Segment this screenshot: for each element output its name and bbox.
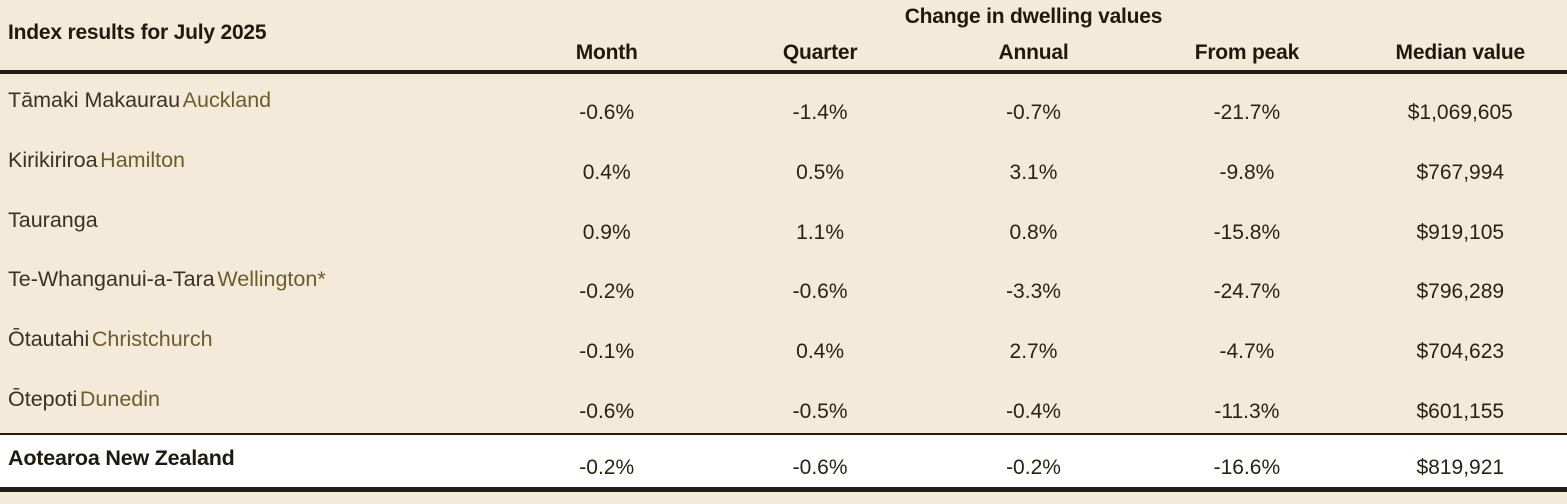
total-row-label: Aotearoa New Zealand [8, 446, 235, 470]
cell-annual: 3.1% [1009, 160, 1058, 184]
cell-median-value: $601,155 [1416, 400, 1505, 424]
cell-quarter: 1.1% [796, 220, 845, 244]
table-row: Tauranga 0.9% 1.1% 0.8% -15.8% $919,105 [0, 194, 1567, 254]
row-label: Ōtepoti Dunedin [0, 373, 500, 433]
cell-month: -0.6% [579, 101, 635, 124]
column-header-from-peak: From peak [1194, 41, 1300, 64]
cell-quarter: -0.5% [792, 400, 848, 424]
cell-median-value: $1,069,605 [1407, 101, 1513, 124]
row-label-maori: Tauranga [8, 207, 98, 232]
row-label: Kirikiriroa Hamilton [0, 134, 500, 194]
table-body: Tāmaki Makaurau Auckland -0.6% -1.4% -0.7… [0, 74, 1567, 433]
cell-median-value: $919,105 [1416, 220, 1505, 244]
table-row: Ōtepoti Dunedin -0.6% -0.5% -0.4% -11.3% … [0, 373, 1567, 433]
table-row: Ōtautahi Christchurch -0.1% 0.4% 2.7% -4.… [0, 313, 1567, 373]
table-row: Te-Whanganui-a-Tara Wellington* -0.2% -0.… [0, 253, 1567, 313]
cell-from-peak: -9.8% [1219, 160, 1275, 184]
row-label-english: Auckland [182, 88, 272, 112]
column-header-annual: Annual [998, 41, 1069, 64]
cell-month: 0.4% [582, 160, 631, 184]
cell-quarter: -1.4% [792, 101, 848, 124]
column-header-quarter: Quarter [782, 41, 858, 64]
table-header: Index results for July 2025 Change in dw… [0, 0, 1567, 70]
column-header-month: Month [575, 41, 638, 64]
cell-month: -0.2% [579, 280, 635, 304]
row-label-maori: Te-Whanganui-a-Tara [8, 267, 215, 292]
cell-quarter: 0.5% [796, 160, 845, 184]
total-row: Aotearoa New Zealand -0.2% -0.6% -0.2% -… [0, 435, 1567, 487]
table-row: Kirikiriroa Hamilton 0.4% 0.5% 3.1% -9.8%… [0, 134, 1567, 194]
row-label: Te-Whanganui-a-Tara Wellington* [0, 253, 500, 313]
cell-annual: 0.8% [1009, 220, 1058, 244]
total-divider-top [0, 433, 1567, 435]
row-label-english: Dunedin [79, 387, 160, 412]
table-row: Tāmaki Makaurau Auckland -0.6% -1.4% -0.7… [0, 74, 1567, 134]
cell-from-peak: -11.3% [1214, 400, 1280, 424]
cell-annual: -0.2% [1006, 456, 1061, 479]
cell-median-value: $767,994 [1416, 160, 1505, 184]
cell-annual: -0.7% [1006, 101, 1061, 124]
cell-quarter: -0.6% [792, 280, 848, 304]
row-label-maori: Ōtepoti [8, 387, 78, 412]
cell-month: 0.9% [582, 220, 631, 244]
cell-median-value: $796,289 [1416, 280, 1505, 304]
row-label-maori: Kirikiriroa [8, 147, 98, 172]
row-label-english: Christchurch [91, 327, 213, 352]
cell-month: -0.1% [579, 340, 635, 364]
row-label-maori: Ōtautahi [8, 327, 90, 352]
cell-month: -0.2% [579, 456, 635, 479]
column-header-row: Month Quarter Annual From peak Median va… [0, 41, 1567, 65]
row-label-english: Wellington* [217, 267, 326, 292]
cell-from-peak: -24.7% [1213, 280, 1281, 304]
cell-month: -0.6% [579, 400, 635, 424]
bottom-border [0, 487, 1567, 492]
cell-from-peak: -21.7% [1213, 101, 1281, 124]
cell-median-value: $819,921 [1416, 456, 1505, 479]
cell-annual: 2.7% [1009, 340, 1058, 364]
row-label: Tāmaki Makaurau Auckland [0, 74, 500, 134]
group-header-change-in-dwelling-values: Change in dwelling values [904, 5, 1163, 28]
header-divider [0, 70, 1567, 74]
cell-annual: -3.3% [1006, 280, 1061, 304]
row-label: Tauranga [0, 194, 500, 254]
cell-annual: -0.4% [1006, 400, 1061, 424]
row-label-maori: Tāmaki Makaurau [8, 88, 181, 112]
column-header-spacer [0, 41, 500, 65]
cell-quarter: -0.6% [792, 456, 848, 479]
table-title: Index results for July 2025 [8, 21, 267, 44]
cell-from-peak: -15.8% [1213, 220, 1281, 244]
row-label-english: Hamilton [100, 147, 186, 172]
cell-median-value: $704,623 [1416, 340, 1505, 364]
cell-quarter: 0.4% [796, 340, 845, 364]
cell-from-peak: -16.6% [1213, 456, 1281, 479]
row-label: Ōtautahi Christchurch [0, 313, 500, 373]
cell-from-peak: -4.7% [1219, 340, 1275, 364]
column-header-median-value: Median value [1395, 41, 1526, 64]
